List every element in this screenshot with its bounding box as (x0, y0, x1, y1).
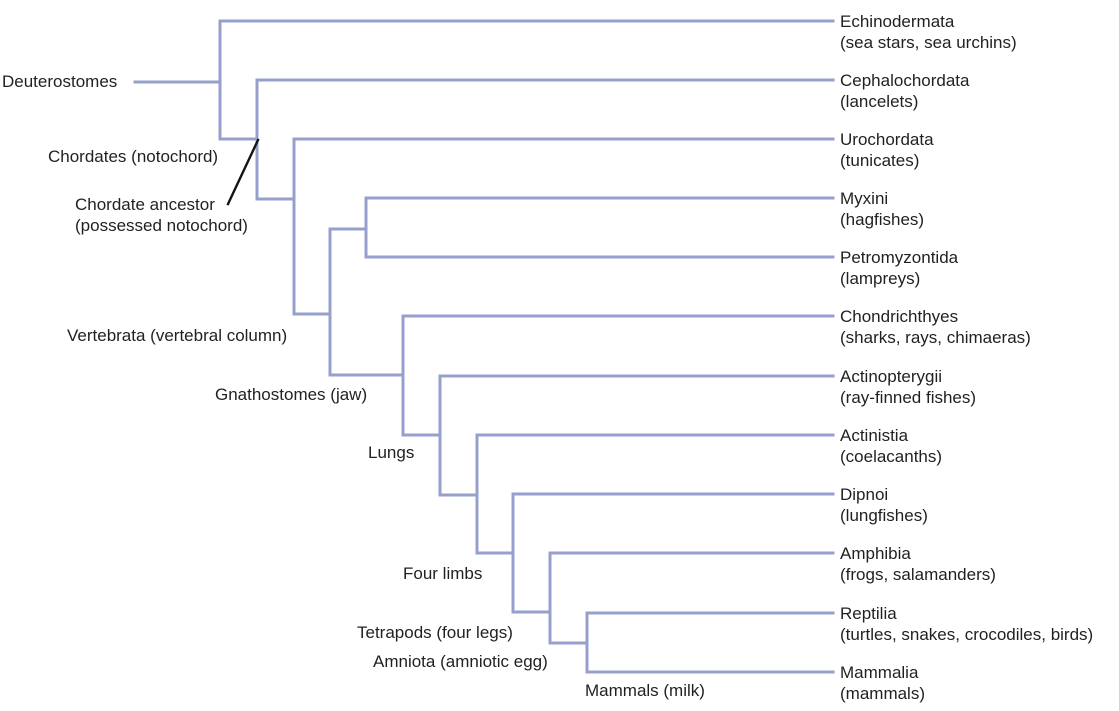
taxon-common-name: (mammals) (840, 684, 925, 703)
mammals-label: Mammals (milk) (585, 681, 705, 700)
four-limbs-label: Four limbs (403, 564, 483, 583)
taxon-common-name: (ray-finned fishes) (840, 388, 977, 407)
tip-label-dipnoi: Dipnoi (lungfishes) (840, 484, 928, 526)
taxon-name: Myxini (840, 189, 889, 208)
taxon-name: Actinistia (840, 426, 909, 445)
taxon-name: Chondrichthyes (840, 307, 959, 326)
taxon-common-name: (lungfishes) (840, 506, 928, 525)
tip-label-chondrichthyes: Chondrichthyes (sharks, rays, chimaeras) (840, 306, 1031, 348)
taxon-common-name: (sea stars, sea urchins) (840, 33, 1017, 52)
taxon-common-name: (lampreys) (840, 269, 921, 288)
taxon-name: Petromyzontida (840, 248, 959, 267)
tip-label-myxini: Myxini (hagfishes) (840, 188, 924, 230)
taxon-common-name: (frogs, salamanders) (840, 565, 996, 584)
taxon-name: Actinopterygii (840, 367, 943, 386)
tip-label-actinistia: Actinistia (coelacanths) (840, 425, 942, 467)
tip-label-urochordata: Urochordata (tunicates) (840, 129, 934, 171)
taxon-name: Reptilia (840, 604, 897, 623)
taxon-common-name: (hagfishes) (840, 210, 925, 229)
lungs-label: Lungs (368, 443, 415, 462)
taxon-name: Amphibia (840, 544, 911, 563)
tip-label-petromyzontida: Petromyzontida (lampreys) (840, 247, 958, 289)
taxon-common-name: (coelacanths) (840, 447, 943, 466)
tip-label-actinopterygii: Actinopterygii (ray-finned fishes) (840, 366, 976, 408)
root-label: Deuterostomes (2, 72, 118, 91)
taxon-common-name: (sharks, rays, chimaeras) (840, 328, 1031, 347)
tip-label-reptilia: Reptilia (turtles, snakes, crocodiles, bi… (840, 603, 1093, 645)
tip-label-mammalia: Mammalia (mammals) (840, 662, 925, 704)
gnathostomes-label: Gnathostomes (jaw) (215, 385, 368, 404)
tip-label-cephalochordata: Cephalochordata (lancelets) (840, 70, 969, 112)
taxon-name: Mammalia (840, 663, 919, 682)
tip-label-echinodermata: Echinodermata (sea stars, sea urchins) (840, 11, 1017, 53)
tip-label-amphibia: Amphibia (frogs, salamanders) (840, 543, 996, 585)
vertebrata-label: Vertebrata (vertebral column) (67, 326, 288, 345)
taxon-name: Echinodermata (840, 12, 955, 31)
taxon-common-name: (tunicates) (840, 151, 920, 170)
taxon-name: Dipnoi (840, 485, 889, 504)
taxon-common-name: (turtles, snakes, crocodiles, birds) (840, 625, 1094, 644)
chordate-ancestor-label: Chordate ancestor (75, 195, 215, 214)
amniota-label: Amniota (amniotic egg) (373, 652, 548, 671)
taxon-common-name: (lancelets) (840, 92, 919, 111)
chordate-ancestor-sublabel: (possessed notochord) (75, 216, 248, 235)
taxon-name: Urochordata (840, 130, 934, 149)
taxon-name: Cephalochordata (840, 71, 970, 90)
tetrapods-label: Tetrapods (four legs) (357, 623, 513, 642)
chordate-ancestor-pointer (226, 138, 260, 206)
chordates-label: Chordates (notochord) (48, 147, 219, 166)
